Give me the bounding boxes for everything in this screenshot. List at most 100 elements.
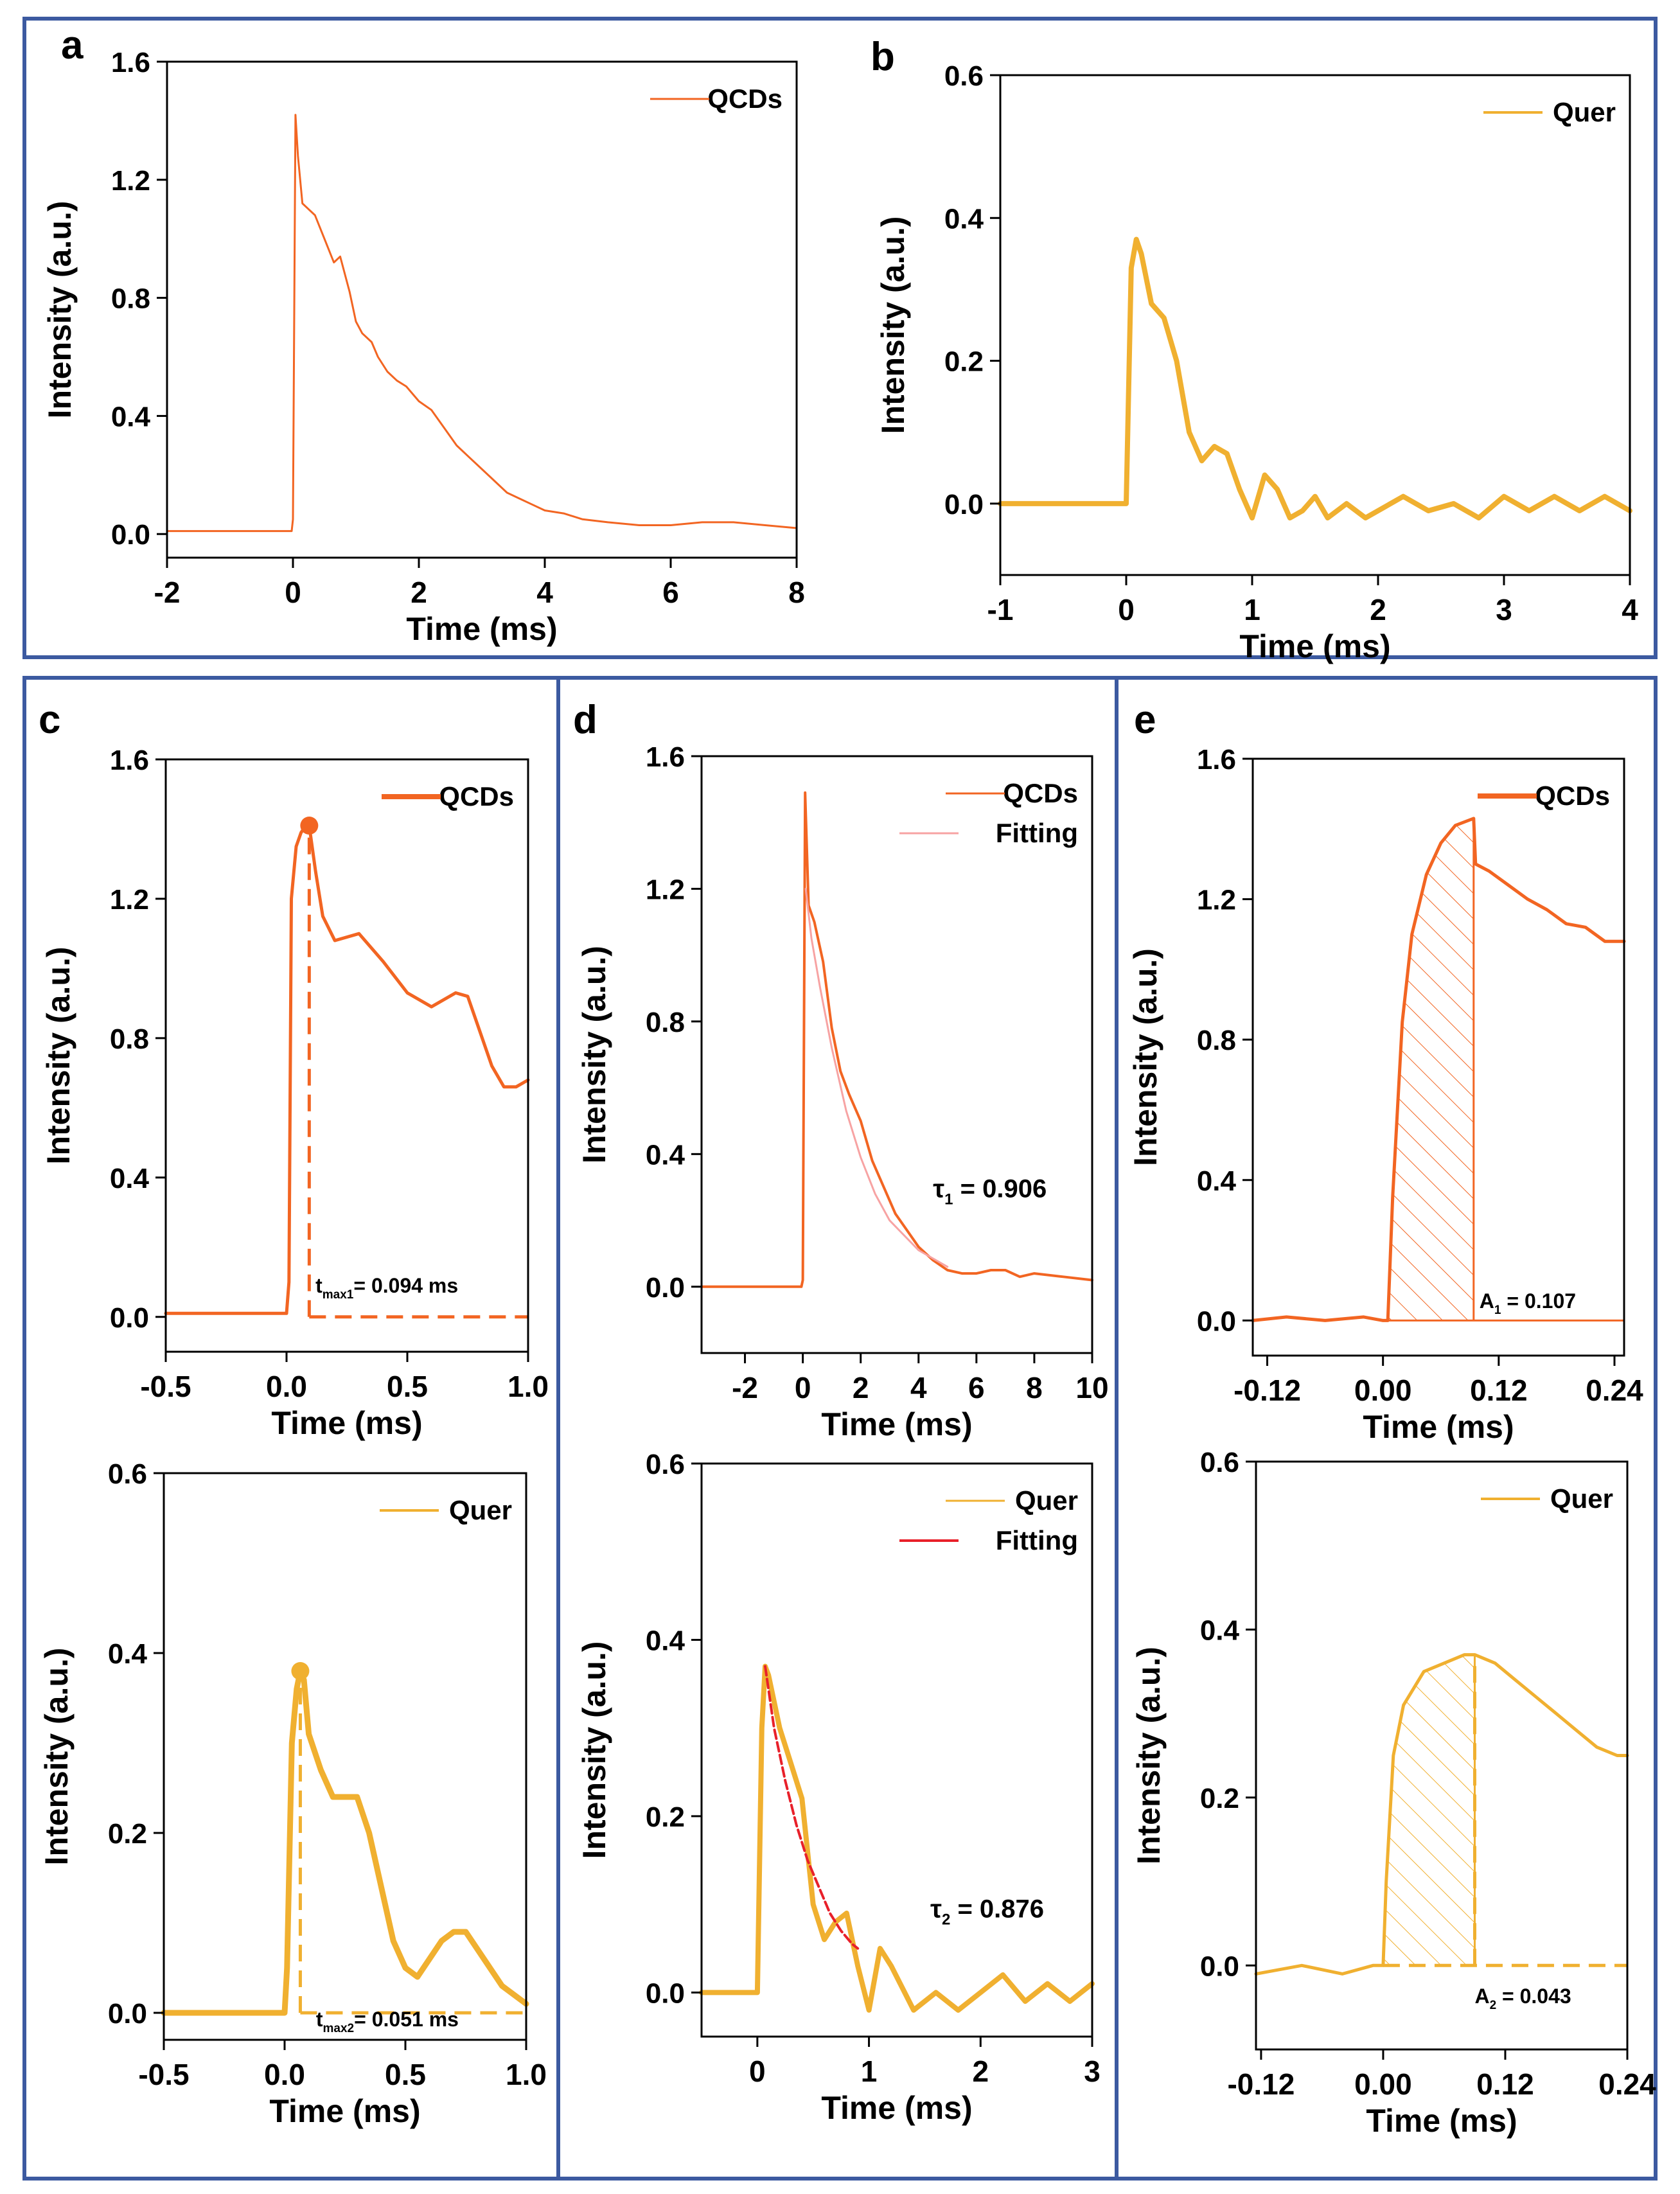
y-tick-label: 0.4: [1197, 1165, 1237, 1197]
axes-frame: [166, 60, 798, 559]
annotation-label: A2 = 0.043: [1474, 1985, 1571, 2012]
series-line-quer: [161, 1668, 529, 2016]
axes-frame: [164, 758, 529, 1353]
x-tick-label: 4: [1622, 593, 1638, 626]
axes-frame: [700, 755, 1093, 1354]
x-tick-label: -0.12: [1233, 1374, 1301, 1407]
y-axis-title: Intensity (a.u.): [42, 201, 78, 419]
chart-c-top: tmax1= 0.094 ms -0.5 0.0 0.5 1.0 0.0 0.4 0.8 1.2…: [40, 745, 549, 1441]
y-tick-label: 1.6: [646, 741, 685, 773]
y-tick-label: 0.4: [944, 203, 984, 234]
legend-label: Quer: [1553, 97, 1616, 127]
x-tick-label: -0.12: [1227, 2067, 1295, 2101]
legend-label: QCDs: [707, 84, 783, 114]
x-tick-label: 10: [1075, 1371, 1108, 1404]
x-axis-title: Time (ms): [1363, 1409, 1514, 1445]
annotation-symbol: τ: [930, 1895, 942, 1924]
x-tick-label: 6: [662, 576, 679, 609]
series-line-quer: [1254, 1653, 1629, 1976]
x-tick-label: -1: [987, 593, 1014, 626]
x-tick-label: 2: [411, 576, 427, 609]
x-tick-label: 0.0: [264, 2058, 305, 2091]
series-line-quer: [998, 236, 1632, 521]
y-tick-label: 0.2: [1200, 1783, 1239, 1814]
y-tick-label: 0.0: [108, 1998, 147, 2030]
x-axis-title: Time (ms): [1239, 628, 1390, 664]
y-tick-label: 1.6: [111, 47, 150, 78]
y-tick-label: 0.8: [110, 1023, 149, 1055]
x-tick-label: 0.12: [1476, 2067, 1534, 2101]
x-tick-label: -0.5: [140, 1370, 191, 1403]
annotation-value: = 0.094 ms: [353, 1274, 458, 1297]
y-tick-label: 0.6: [944, 60, 984, 92]
x-tick-label: 2: [972, 2055, 989, 2088]
legend-label: Quer: [1550, 1483, 1613, 1514]
annotation-subscript: max1: [323, 1288, 354, 1302]
annotation-subscript: 1: [944, 1190, 953, 1208]
annotation-value: = 0.107: [1501, 1289, 1576, 1313]
x-tick-label: 6: [968, 1371, 985, 1404]
chart-c-bottom: tmax2= 0.051 ms -0.5 0.0 0.5 1.0 0.0 0.2 0.4 0.6…: [39, 1458, 547, 2129]
y-axis-title: Intensity (a.u.): [875, 217, 911, 434]
axes-frame: [1251, 757, 1625, 1357]
panel-label-b: b: [871, 35, 895, 79]
y-axis-title: Intensity (a.u.): [576, 1641, 612, 1859]
axes-frame: [700, 1462, 1093, 2038]
y-tick-label: 1.2: [110, 884, 149, 916]
x-axis-title: Time (ms): [271, 1405, 422, 1441]
x-tick-label: 0.00: [1354, 1374, 1412, 1407]
x-tick-label: 1: [861, 2055, 878, 2088]
y-tick-label: 0.0: [646, 1977, 685, 2009]
x-axis-title: Time (ms): [1366, 2103, 1517, 2139]
x-tick-label: 0.5: [385, 2058, 426, 2091]
y-tick-label: 1.6: [1197, 744, 1236, 775]
y-tick-label: 0.2: [944, 346, 984, 378]
panel-label-a: a: [61, 23, 84, 67]
y-axis-title: Intensity (a.u.): [576, 946, 612, 1163]
series-line-fitting: [804, 887, 949, 1268]
y-tick-label: 0.8: [111, 283, 150, 315]
chart-d-top: τ1 = 0.906 -2 0 2 4 6 8 10 0.0 0.4 0.8 1.2 1.6 Time (…: [576, 741, 1109, 1442]
legend-label: Fitting: [996, 818, 1078, 848]
x-tick-label: 8: [788, 576, 805, 609]
y-tick-label: 0.0: [110, 1302, 149, 1334]
annotation-symbol: A: [1480, 1289, 1494, 1313]
x-tick-label: 0: [285, 576, 301, 609]
x-tick-label: 0.00: [1354, 2067, 1412, 2101]
panel-label-c: c: [39, 698, 61, 742]
y-tick-label: 0.4: [108, 1638, 148, 1670]
legend-label: Fitting: [996, 1525, 1078, 1555]
series-line-qcds: [164, 824, 530, 1315]
y-tick-label: 0.4: [110, 1163, 150, 1194]
frame-top: [22, 17, 1658, 659]
axes-frame: [999, 74, 1631, 576]
x-tick-label: 3: [1084, 2055, 1101, 2088]
axes-frame: [163, 1472, 527, 2041]
x-tick-label: 8: [1026, 1371, 1043, 1404]
y-tick-label: 1.6: [110, 745, 149, 776]
y-axis-title: Intensity (a.u.): [1131, 1647, 1167, 1864]
x-tick-label: 4: [536, 576, 553, 609]
annotation-value: = 0.876: [950, 1895, 1044, 1924]
y-tick-label: 0.0: [1200, 1951, 1239, 1982]
annotation-label: A1 = 0.107: [1480, 1289, 1576, 1317]
y-tick-label: 0.4: [111, 401, 151, 432]
series-line-qcds: [1251, 817, 1626, 1322]
y-tick-label: 0.4: [1200, 1615, 1240, 1646]
annotation-value: = 0.906: [953, 1174, 1047, 1203]
y-tick-label: 0.0: [111, 519, 150, 551]
y-axis-title: Intensity (a.u.): [40, 947, 76, 1165]
x-tick-label: 0.5: [387, 1370, 428, 1403]
annotation-label: tmax1= 0.094 ms: [315, 1274, 458, 1302]
x-tick-label: 0.24: [1586, 1374, 1643, 1407]
panel-label-d: d: [573, 698, 597, 742]
y-tick-label: 0.6: [1200, 1447, 1239, 1478]
annotation-subscript: 1: [1494, 1304, 1501, 1317]
series-line-qcds: [700, 791, 1093, 1288]
x-axis-title: Time (ms): [269, 2093, 420, 2129]
x-tick-label: 4: [910, 1371, 927, 1404]
y-axis-title: Intensity (a.u.): [39, 1648, 75, 1866]
x-axis-title: Time (ms): [821, 2090, 972, 2126]
y-tick-label: 0.4: [646, 1139, 685, 1171]
